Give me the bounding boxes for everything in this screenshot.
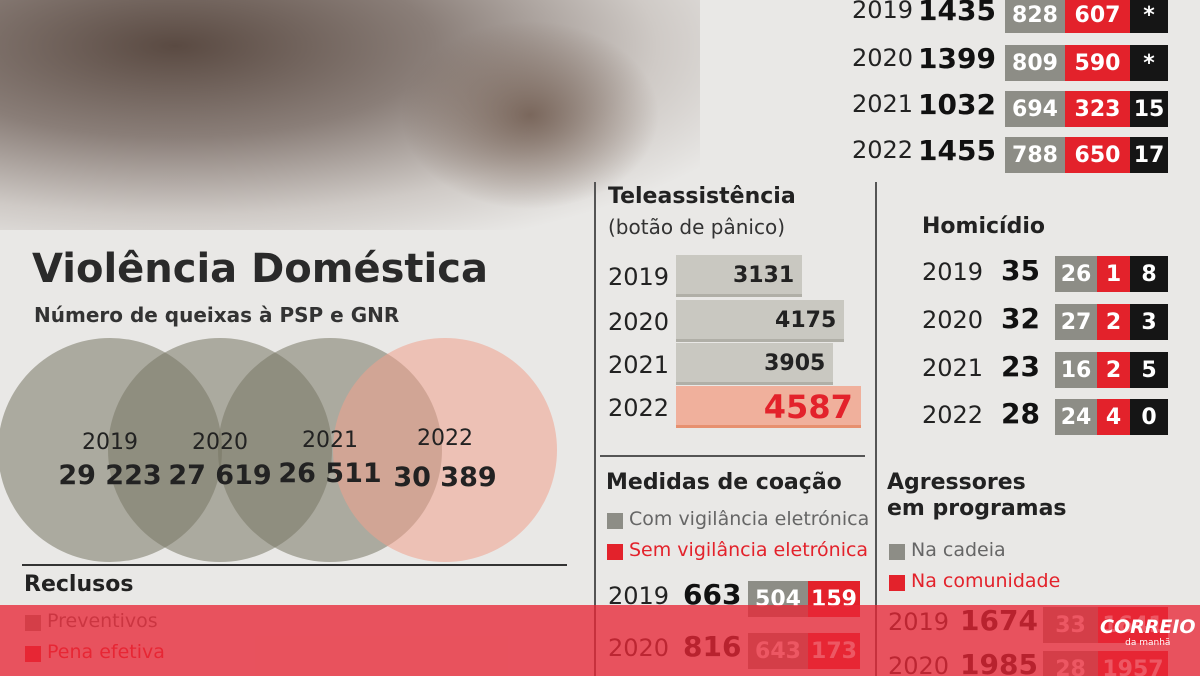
cell: 607: [1065, 0, 1130, 33]
logo-name: CORREIO: [1100, 616, 1196, 638]
cell: 0: [1130, 399, 1168, 435]
total: 23: [1001, 350, 1040, 383]
year: 2020: [922, 306, 984, 334]
year: 2020: [608, 308, 670, 336]
cell: *: [1130, 45, 1168, 81]
year: 2022: [922, 401, 984, 429]
bar-label: 4587: [763, 388, 853, 426]
cell: 4: [1097, 399, 1130, 435]
cell: 3: [1130, 304, 1168, 340]
total: 1399: [918, 42, 996, 75]
subtitle: Número de queixas à PSP e GNR: [34, 303, 400, 327]
total: 1435: [918, 0, 996, 27]
photo-arm: [400, 20, 660, 210]
logo-tagline: da manhã: [1125, 638, 1171, 648]
cell: 650: [1065, 137, 1130, 173]
circle-value: 26 511: [278, 458, 382, 489]
section-title: Teleassistência: [608, 184, 796, 209]
cell: 323: [1065, 91, 1130, 127]
divider: [22, 564, 567, 566]
bar: [676, 386, 861, 428]
circle-value: 29 223: [58, 460, 162, 491]
section-title: Reclusos: [24, 572, 134, 597]
section-title: Homicídio: [922, 214, 1045, 239]
legend-label: Na cadeia: [911, 539, 1006, 561]
cell: 828: [1005, 0, 1065, 33]
legend-swatch: [889, 575, 905, 591]
year: 2021: [852, 90, 914, 118]
legend-label: Na comunidade: [911, 570, 1061, 592]
bar: [676, 300, 845, 342]
cell: 26: [1055, 256, 1097, 292]
year: 2019: [608, 263, 670, 291]
cell: 788: [1005, 137, 1065, 173]
circle-value: 30 389: [393, 462, 497, 493]
total: 35: [1001, 254, 1040, 287]
bar-label: 4175: [775, 308, 837, 333]
bar-label: 3131: [732, 263, 795, 288]
year: 2021: [922, 354, 984, 382]
divider: [600, 455, 865, 457]
section-title: em programas: [887, 496, 1067, 521]
bar: [676, 255, 803, 297]
circle-year: 2020: [192, 430, 248, 455]
red-overlay: [0, 605, 1200, 676]
total: 1455: [918, 134, 996, 167]
year: 2020: [852, 44, 914, 72]
cell: 2: [1097, 352, 1130, 388]
legend-swatch: [607, 513, 623, 529]
legend-swatch: [889, 544, 905, 560]
year: 2022: [852, 136, 914, 164]
cell: 17: [1130, 137, 1168, 173]
total: 28: [1001, 397, 1040, 430]
divider: [594, 182, 596, 676]
bar: [676, 343, 834, 385]
cell: 15: [1130, 91, 1168, 127]
cell: 1: [1097, 256, 1130, 292]
section-subtitle: (botão de pânico): [608, 215, 786, 239]
year: 2021: [608, 351, 670, 379]
section-title: Agressores: [887, 470, 1026, 495]
cell: 809: [1005, 45, 1065, 81]
cell: 590: [1065, 45, 1130, 81]
circle-year: 2019: [82, 430, 138, 455]
circle-year: 2022: [417, 426, 473, 451]
title: Violência Doméstica: [32, 246, 488, 292]
cell: 27: [1055, 304, 1097, 340]
year: 2022: [608, 394, 670, 422]
legend-label: Sem vigilância eletrónica: [629, 539, 869, 561]
cell: 8: [1130, 256, 1168, 292]
section-title: Medidas de coação: [606, 470, 842, 495]
legend-swatch: [607, 544, 623, 560]
cell: 2: [1097, 304, 1130, 340]
cell: 16: [1055, 352, 1097, 388]
circle: [333, 338, 557, 562]
cell: 5: [1130, 352, 1168, 388]
logo: CORREIO da manhã: [1100, 616, 1196, 648]
year: 2019: [922, 258, 984, 286]
bar-label: 3905: [764, 351, 826, 376]
divider: [875, 182, 877, 676]
legend-label: Com vigilância eletrónica: [629, 508, 870, 530]
cell: 24: [1055, 399, 1097, 435]
total: 32: [1001, 302, 1040, 335]
cell: 694: [1005, 91, 1065, 127]
circle-year: 2021: [302, 428, 358, 453]
total: 1032: [918, 88, 996, 121]
year: 2019: [852, 0, 914, 24]
cell: *: [1130, 0, 1168, 33]
circle-value: 27 619: [168, 460, 272, 491]
